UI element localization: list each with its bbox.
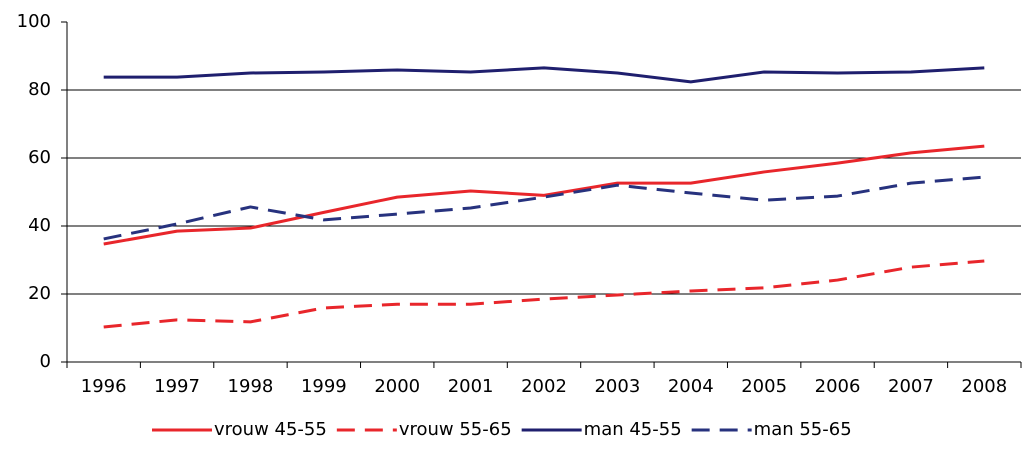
legend-label: vrouw 45-55 <box>214 419 327 440</box>
y-tick-label: 100 <box>17 11 51 32</box>
y-tick-label: 20 <box>28 283 51 304</box>
x-tick-label: 2002 <box>521 376 567 397</box>
x-tick-label: 1999 <box>301 376 347 397</box>
x-tick-label: 2005 <box>741 376 787 397</box>
x-tick-label: 2008 <box>961 376 1007 397</box>
y-tick-label: 40 <box>28 215 51 236</box>
x-tick-label: 1997 <box>154 376 200 397</box>
series-line <box>103 259 985 329</box>
y-tick-label: 60 <box>28 147 51 168</box>
x-tick-label: 1998 <box>228 376 274 397</box>
legend-label: man 45-55 <box>584 419 682 440</box>
series-line <box>103 144 985 246</box>
x-tick-label: 2006 <box>815 376 861 397</box>
legend-label: vrouw 55-65 <box>399 419 512 440</box>
x-tick-label: 2000 <box>374 376 420 397</box>
x-tick-label: 2004 <box>668 376 714 397</box>
y-tick-label: 80 <box>28 79 51 100</box>
series-line <box>103 175 985 241</box>
x-tick-label: 2007 <box>888 376 934 397</box>
series-line <box>103 66 985 84</box>
x-tick-label: 1996 <box>81 376 127 397</box>
x-tick-label: 2001 <box>448 376 494 397</box>
y-tick-label: 0 <box>40 351 51 372</box>
legend-label: man 55-65 <box>754 419 852 440</box>
x-tick-label: 2003 <box>594 376 640 397</box>
